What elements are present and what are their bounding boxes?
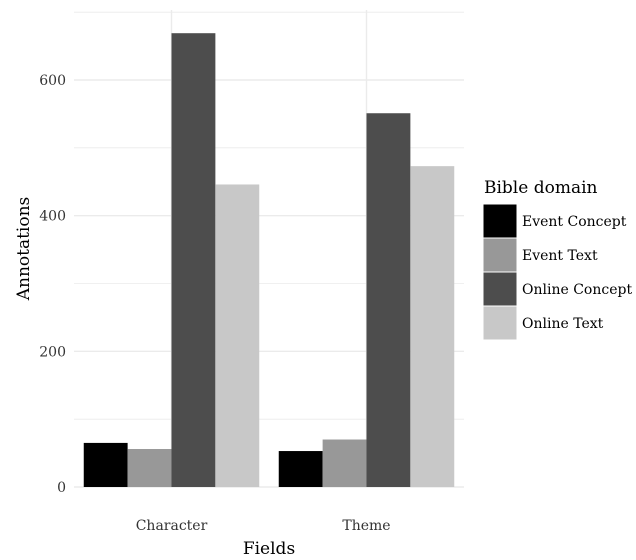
y-tick-label: 400 xyxy=(39,209,66,225)
bar-online-concept-character xyxy=(171,33,216,487)
bar-online-concept-theme xyxy=(366,113,411,487)
bar-online-text-theme xyxy=(410,166,455,488)
bar-event-concept-character xyxy=(83,442,128,487)
bar-online-text-character xyxy=(215,184,260,488)
x-axis-ticks: Character Theme xyxy=(136,518,391,534)
legend-swatch xyxy=(482,271,518,307)
legend: Bible domain Event Concept Event Text Onli… xyxy=(482,178,632,341)
legend-label: Event Text xyxy=(522,248,598,264)
x-tick-label: Theme xyxy=(342,518,390,534)
legend-label: Online Concept xyxy=(522,282,632,298)
y-axis-ticks: 0 200 400 600 xyxy=(39,73,66,496)
bar-event-concept-theme xyxy=(278,451,323,487)
x-tick-label: Character xyxy=(136,518,208,534)
legend-label: Online Text xyxy=(522,316,604,332)
bar-event-text-character xyxy=(127,449,172,487)
y-tick-label: 600 xyxy=(39,73,66,89)
bar-event-text-theme xyxy=(322,439,367,487)
x-axis-label: Fields xyxy=(243,539,295,559)
bars xyxy=(83,33,455,488)
y-tick-label: 0 xyxy=(57,480,66,496)
legend-title: Bible domain xyxy=(484,178,598,198)
legend-swatch xyxy=(482,305,518,341)
y-tick-label: 200 xyxy=(39,344,66,360)
legend-swatch xyxy=(482,237,518,273)
legend-label: Event Concept xyxy=(522,214,627,230)
legend-swatch xyxy=(482,203,518,239)
y-axis-label: Annotations xyxy=(14,197,34,302)
